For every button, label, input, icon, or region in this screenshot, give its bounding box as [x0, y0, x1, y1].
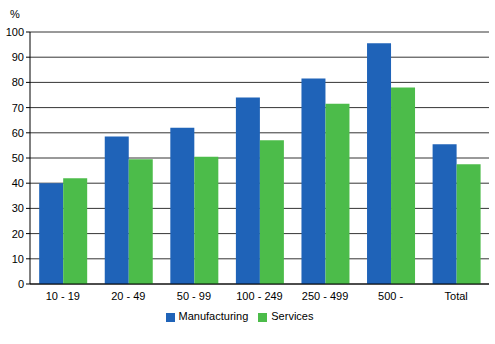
svg-text:0: 0: [18, 278, 24, 290]
svg-text:90: 90: [12, 51, 24, 63]
svg-text:100: 100: [8, 26, 24, 38]
svg-text:250 - 499: 250 - 499: [302, 290, 348, 302]
svg-text:10 - 19: 10 - 19: [46, 290, 80, 302]
html-text:Manufacturing: Manufacturing: [178, 310, 249, 322]
svg-text:50 - 99: 50 - 99: [177, 290, 211, 302]
svg-text:%: %: [10, 8, 20, 20]
svg-text:Total: Total: [445, 290, 468, 302]
svg-text:40: 40: [12, 177, 24, 189]
svg-text:20 - 49: 20 - 49: [111, 290, 145, 302]
svg-text:70: 70: [12, 102, 24, 114]
svg-text:60: 60: [12, 127, 24, 139]
html-text:Services: Services: [271, 310, 314, 322]
svg-text:30: 30: [12, 202, 24, 214]
svg-text:500 -: 500 -: [378, 290, 403, 302]
svg-text:80: 80: [12, 76, 24, 88]
svg-text:10: 10: [12, 253, 24, 265]
svg-text:100 - 249: 100 - 249: [236, 290, 282, 302]
svg-text:50: 50: [12, 152, 24, 164]
svg-text:20: 20: [12, 228, 24, 240]
